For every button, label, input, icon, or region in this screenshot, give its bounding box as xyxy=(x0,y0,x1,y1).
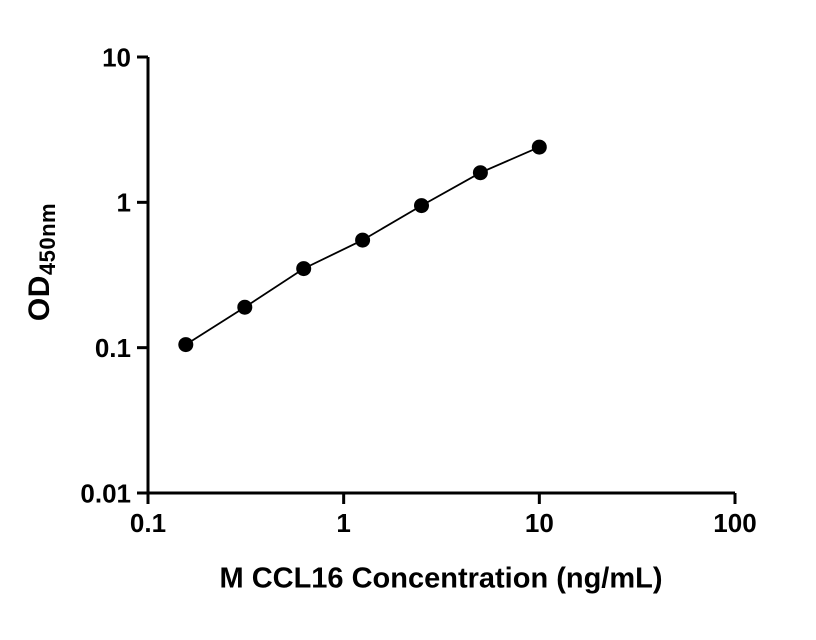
y-tick-label: 0.01 xyxy=(80,478,131,508)
data-point xyxy=(296,261,312,277)
data-point xyxy=(178,337,194,353)
x-tick-label: 1 xyxy=(336,508,350,538)
x-tick-label: 0.1 xyxy=(130,508,166,538)
y-tick-label: 10 xyxy=(102,42,131,72)
y-tick-label: 0.1 xyxy=(95,333,131,363)
y-axis-label-subscript: 450nm xyxy=(35,202,60,276)
x-axis-label: M CCL16 Concentration (ng/mL) xyxy=(219,562,663,595)
y-axis-label: OD450nm xyxy=(23,203,61,321)
y-axis-label-main: OD xyxy=(23,275,56,322)
x-tick-label: 10 xyxy=(525,508,554,538)
data-point xyxy=(355,232,371,248)
data-point xyxy=(531,139,547,155)
y-tick-label: 1 xyxy=(117,188,131,218)
data-point xyxy=(472,165,488,181)
data-point xyxy=(414,198,429,214)
data-point xyxy=(237,299,253,315)
x-tick-label: 100 xyxy=(713,508,756,538)
